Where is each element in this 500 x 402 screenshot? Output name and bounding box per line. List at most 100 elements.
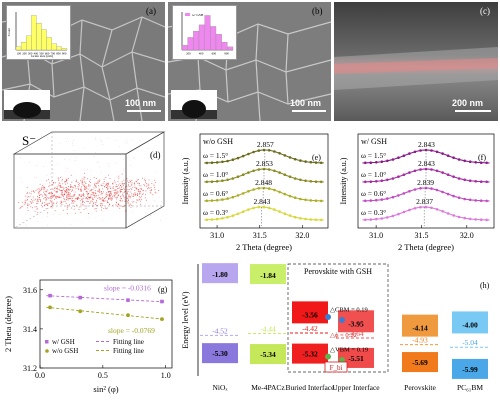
sulfur-ion-point (154, 182, 156, 184)
sulfur-ion-point (136, 188, 138, 190)
sulfur-ion-point (52, 195, 54, 197)
sulfur-ion-point (43, 186, 45, 188)
sulfur-ion-point (102, 144, 104, 145)
sulfur-ion-point (34, 210, 36, 212)
sulfur-ion-point (44, 197, 46, 199)
sulfur-ion-point (93, 202, 95, 204)
sulfur-ion-point (99, 197, 101, 199)
sulfur-ion-point (67, 197, 69, 199)
sulfur-ion-point (121, 186, 123, 188)
sulfur-ion-point (108, 197, 110, 199)
sulfur-ion-point (33, 191, 35, 192)
xrd-data-point (430, 149, 433, 152)
sulfur-ion-point (101, 172, 103, 174)
sulfur-ion-point (125, 194, 127, 196)
sulfur-ion-point (101, 209, 103, 211)
sulfur-ion-point (149, 183, 150, 185)
sulfur-ion-point (108, 174, 110, 176)
sulfur-ion-point (115, 191, 117, 193)
sulfur-ion-point (150, 215, 152, 216)
legend-fit-label: Fitting line (113, 338, 144, 346)
sulfur-ion-point (47, 202, 49, 204)
sulfur-ion-point (107, 187, 109, 189)
sulfur-ion-point (43, 189, 45, 191)
fermi-level-label: -4.93 (412, 336, 428, 345)
sulfur-ion-point (37, 221, 39, 222)
sulfur-ion-point (130, 206, 132, 208)
sulfur-ion-point (38, 192, 40, 194)
sulfur-ion-point (24, 201, 26, 203)
sulfur-ion-point (46, 199, 48, 201)
sulfur-ion-point (65, 187, 67, 188)
sulfur-ion-point (93, 191, 95, 193)
sulfur-ion-point (67, 188, 69, 190)
sulfur-ion-point (36, 208, 38, 210)
hist-x-label: Grain size (nm) (31, 54, 54, 58)
xrd-data-point (309, 199, 313, 202)
sulfur-ion-point (145, 199, 147, 201)
scatter-panel-label: (g) (158, 285, 168, 294)
tof-sims-3d-panel-d (2, 126, 177, 234)
sulfur-ion-point (41, 184, 43, 186)
sulfur-ion-point (45, 190, 47, 192)
hist-bar (227, 46, 234, 51)
sulfur-ion-point (147, 188, 149, 190)
hist-bar (15, 46, 22, 51)
sulfur-ion-point (81, 178, 83, 180)
sulfur-ion-point (106, 185, 108, 187)
sulfur-ion-point (84, 201, 85, 203)
xrd-data-point (364, 218, 367, 222)
sulfur-ion-point (73, 200, 75, 202)
sulfur-ion-point (77, 196, 79, 198)
hist-bar (204, 15, 211, 51)
xrd-data-point (226, 178, 229, 182)
sulfur-ion-point (123, 158, 124, 160)
xrd-data-point (446, 212, 450, 215)
sulfur-ion-point (88, 192, 90, 194)
sulfur-ion-point (119, 199, 121, 201)
sulfur-ion-point (55, 188, 57, 190)
sulfur-ion-point (95, 208, 97, 209)
sulfur-ion-point (148, 208, 150, 210)
fermi-level-label: -4.52 (212, 326, 228, 335)
sulfur-ion-point (26, 199, 28, 201)
sulfur-ion-point (104, 197, 106, 199)
xrd-data-point (236, 175, 240, 178)
sulfur-ion-point (77, 188, 79, 190)
sulfur-ion-point (86, 178, 88, 180)
sulfur-ion-point (137, 194, 139, 195)
sulfur-ion-point (102, 185, 104, 187)
sulfur-ion-point (124, 199, 126, 201)
sulfur-ion-point (41, 187, 42, 189)
hist-bar (36, 23, 42, 51)
energy-upper-label: -3.95 (348, 319, 364, 328)
sulfur-ion-point (93, 176, 95, 178)
xrd-data-point (419, 149, 422, 152)
sulfur-ion-point (49, 198, 51, 199)
sulfur-ion-point (75, 180, 77, 182)
sulfur-ion-point (134, 194, 136, 196)
xrd-data-point (435, 208, 439, 211)
sulfur-ion-point (125, 196, 127, 198)
sulfur-ion-point (67, 205, 69, 207)
sulfur-ion-point (62, 178, 64, 180)
sulfur-ion-point (28, 203, 30, 205)
sulfur-ion-point (71, 207, 72, 209)
sulfur-ion-point (109, 178, 111, 179)
sulfur-ion-point (44, 204, 46, 206)
sulfur-ion-point (89, 179, 91, 181)
xrd-data-point (369, 180, 373, 183)
xrd-data-point (369, 161, 373, 164)
sulfur-ion-point (150, 192, 152, 194)
sulfur-ion-point (101, 207, 103, 209)
sulfur-ion-point (38, 197, 40, 199)
legend-label: w/o GSH (52, 347, 78, 355)
sulfur-ion-point (65, 184, 67, 186)
sulfur-ion-point (68, 189, 70, 191)
xrd-data-point (226, 215, 229, 219)
hist-tick-label: 400 (199, 52, 204, 56)
sulfur-ion-point (67, 191, 69, 193)
xrd-data-point (391, 158, 395, 161)
sulfur-ion-point (133, 193, 135, 195)
xrd-data-point (402, 173, 406, 176)
